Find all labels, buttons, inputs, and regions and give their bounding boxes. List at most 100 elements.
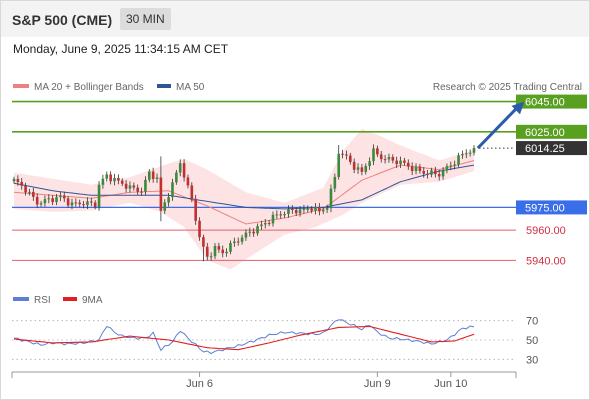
legend-label-ma50: MA 50 xyxy=(176,82,205,93)
candle xyxy=(217,245,221,250)
candle xyxy=(279,214,283,216)
candle xyxy=(155,177,159,179)
candle xyxy=(256,226,259,234)
time-label-jun-6: Jun 6 xyxy=(186,378,213,390)
header-bar: S&P 500 (CME) 30 MIN xyxy=(1,1,589,37)
candle xyxy=(240,237,244,242)
candle xyxy=(236,241,240,243)
candle xyxy=(117,177,120,181)
candle xyxy=(78,202,82,205)
candle xyxy=(260,224,263,227)
candle xyxy=(457,155,460,165)
candle xyxy=(403,160,406,163)
candle xyxy=(59,195,62,198)
candle xyxy=(356,167,360,170)
rsi-tick-50: 50 xyxy=(526,335,538,347)
level-box-5975-00 xyxy=(516,200,587,215)
timestamp: Monday, June 9, 2025 11:34:15 AM CET xyxy=(13,42,229,56)
time-label-jun-10: Jun 10 xyxy=(434,378,467,390)
interval-selector[interactable]: 30 MIN xyxy=(120,8,171,30)
candle xyxy=(461,154,464,156)
candle xyxy=(360,167,364,172)
level-label-5960-00: 5960.00 xyxy=(526,225,566,237)
candle xyxy=(24,185,27,193)
candle xyxy=(109,174,112,182)
candle xyxy=(229,243,232,252)
candle xyxy=(376,148,379,155)
level-box-6025-00 xyxy=(516,124,587,139)
candle xyxy=(43,199,47,204)
candle xyxy=(144,179,147,192)
candle xyxy=(387,156,391,160)
candle xyxy=(422,170,426,174)
candle xyxy=(105,174,109,179)
legend-swatch-ma50 xyxy=(157,84,171,88)
candle xyxy=(101,178,105,185)
candle xyxy=(294,209,298,214)
candle xyxy=(82,204,85,206)
candle xyxy=(414,166,418,172)
candle xyxy=(248,231,252,233)
candle xyxy=(167,197,170,203)
candle xyxy=(20,181,24,186)
candle xyxy=(124,183,128,189)
candle xyxy=(62,195,66,199)
candle xyxy=(175,172,178,183)
candle xyxy=(430,170,433,175)
candle xyxy=(28,191,31,193)
instrument-title: S&P 500 (CME) xyxy=(12,12,113,28)
candle xyxy=(271,214,275,224)
candle xyxy=(318,206,321,212)
candle xyxy=(159,177,163,211)
legend-label-ma20: MA 20 + Bollinger Bands xyxy=(34,82,144,93)
candle xyxy=(352,161,356,170)
candle xyxy=(291,209,294,211)
candle xyxy=(163,202,167,211)
time-label-jun-9: Jun 9 xyxy=(364,378,391,390)
candle xyxy=(345,154,348,156)
candle xyxy=(325,208,329,210)
candle xyxy=(434,170,437,175)
level-label-5975-00: 5975.00 xyxy=(525,202,565,214)
level-label-6014-25: 6014.25 xyxy=(525,143,565,155)
candle xyxy=(225,251,228,254)
candle xyxy=(182,163,186,178)
candle xyxy=(74,202,78,204)
candle xyxy=(337,153,341,177)
level-box-6045-00 xyxy=(516,94,587,109)
candle xyxy=(464,153,468,155)
candle xyxy=(136,187,139,192)
candle xyxy=(120,180,124,184)
candle xyxy=(194,198,197,221)
candle xyxy=(321,209,325,212)
candle xyxy=(329,188,333,209)
candles-group xyxy=(12,144,476,262)
candle xyxy=(55,197,58,203)
candle xyxy=(151,171,155,179)
candle xyxy=(395,160,398,165)
candle xyxy=(140,191,143,193)
candle xyxy=(35,196,39,205)
rsi-line xyxy=(13,319,475,355)
candle xyxy=(202,237,205,247)
legend-swatch-ma20 xyxy=(13,84,29,88)
candle xyxy=(364,166,368,172)
candle xyxy=(51,198,54,203)
candle xyxy=(349,155,352,162)
level-label-5940-00: 5940.00 xyxy=(526,255,566,267)
candle xyxy=(190,185,194,199)
candle xyxy=(132,185,136,188)
candle xyxy=(310,208,313,211)
candle xyxy=(66,198,70,206)
candle xyxy=(47,198,51,200)
candle xyxy=(468,152,472,154)
level-label-6045-00: 6045.00 xyxy=(525,97,565,109)
candle xyxy=(198,220,201,238)
legend-label-rsi-ma: 9MA xyxy=(82,295,103,306)
candle xyxy=(209,256,213,258)
candle xyxy=(383,159,387,161)
candle xyxy=(302,209,306,211)
candle xyxy=(90,201,93,203)
candle xyxy=(244,232,248,238)
